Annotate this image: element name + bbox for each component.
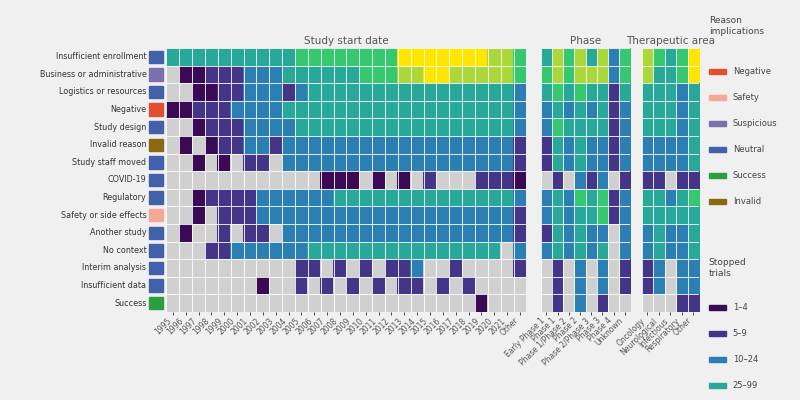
Text: Study design: Study design [94,123,146,132]
Title: Study start date: Study start date [304,36,389,46]
Text: No context: No context [102,246,146,255]
Text: COVID-19: COVID-19 [108,176,146,184]
Text: Another study: Another study [90,228,146,237]
Text: Negative: Negative [733,67,771,76]
Title: Therapeutic area: Therapeutic area [626,36,715,46]
Text: Invalid reason: Invalid reason [90,140,146,149]
Text: Insufficient data: Insufficient data [82,281,146,290]
Text: Success: Success [733,171,766,180]
Text: Negative: Negative [110,105,146,114]
Text: Invalid: Invalid [733,197,761,206]
Text: Safety: Safety [733,93,760,102]
Text: Interim analysis: Interim analysis [82,264,146,272]
Text: Neutral: Neutral [733,145,764,154]
Text: Study staff moved: Study staff moved [73,158,146,167]
Text: Success: Success [114,299,146,308]
Text: Logistics or resources: Logistics or resources [59,88,146,96]
Text: Reason
implications: Reason implications [709,16,764,36]
Title: Phase: Phase [570,36,601,46]
Text: Stopped
trials: Stopped trials [709,258,746,278]
Text: Insufficient enrollment: Insufficient enrollment [56,52,146,61]
Text: 25–99: 25–99 [733,381,758,390]
Text: Business or administrative: Business or administrative [39,70,146,79]
Text: 10–24: 10–24 [733,355,758,364]
Text: Regulatory: Regulatory [102,193,146,202]
Text: Safety or side effects: Safety or side effects [61,211,146,220]
Text: Suspicious: Suspicious [733,119,778,128]
Text: 1–4: 1–4 [733,303,747,312]
Text: 5–9: 5–9 [733,329,747,338]
